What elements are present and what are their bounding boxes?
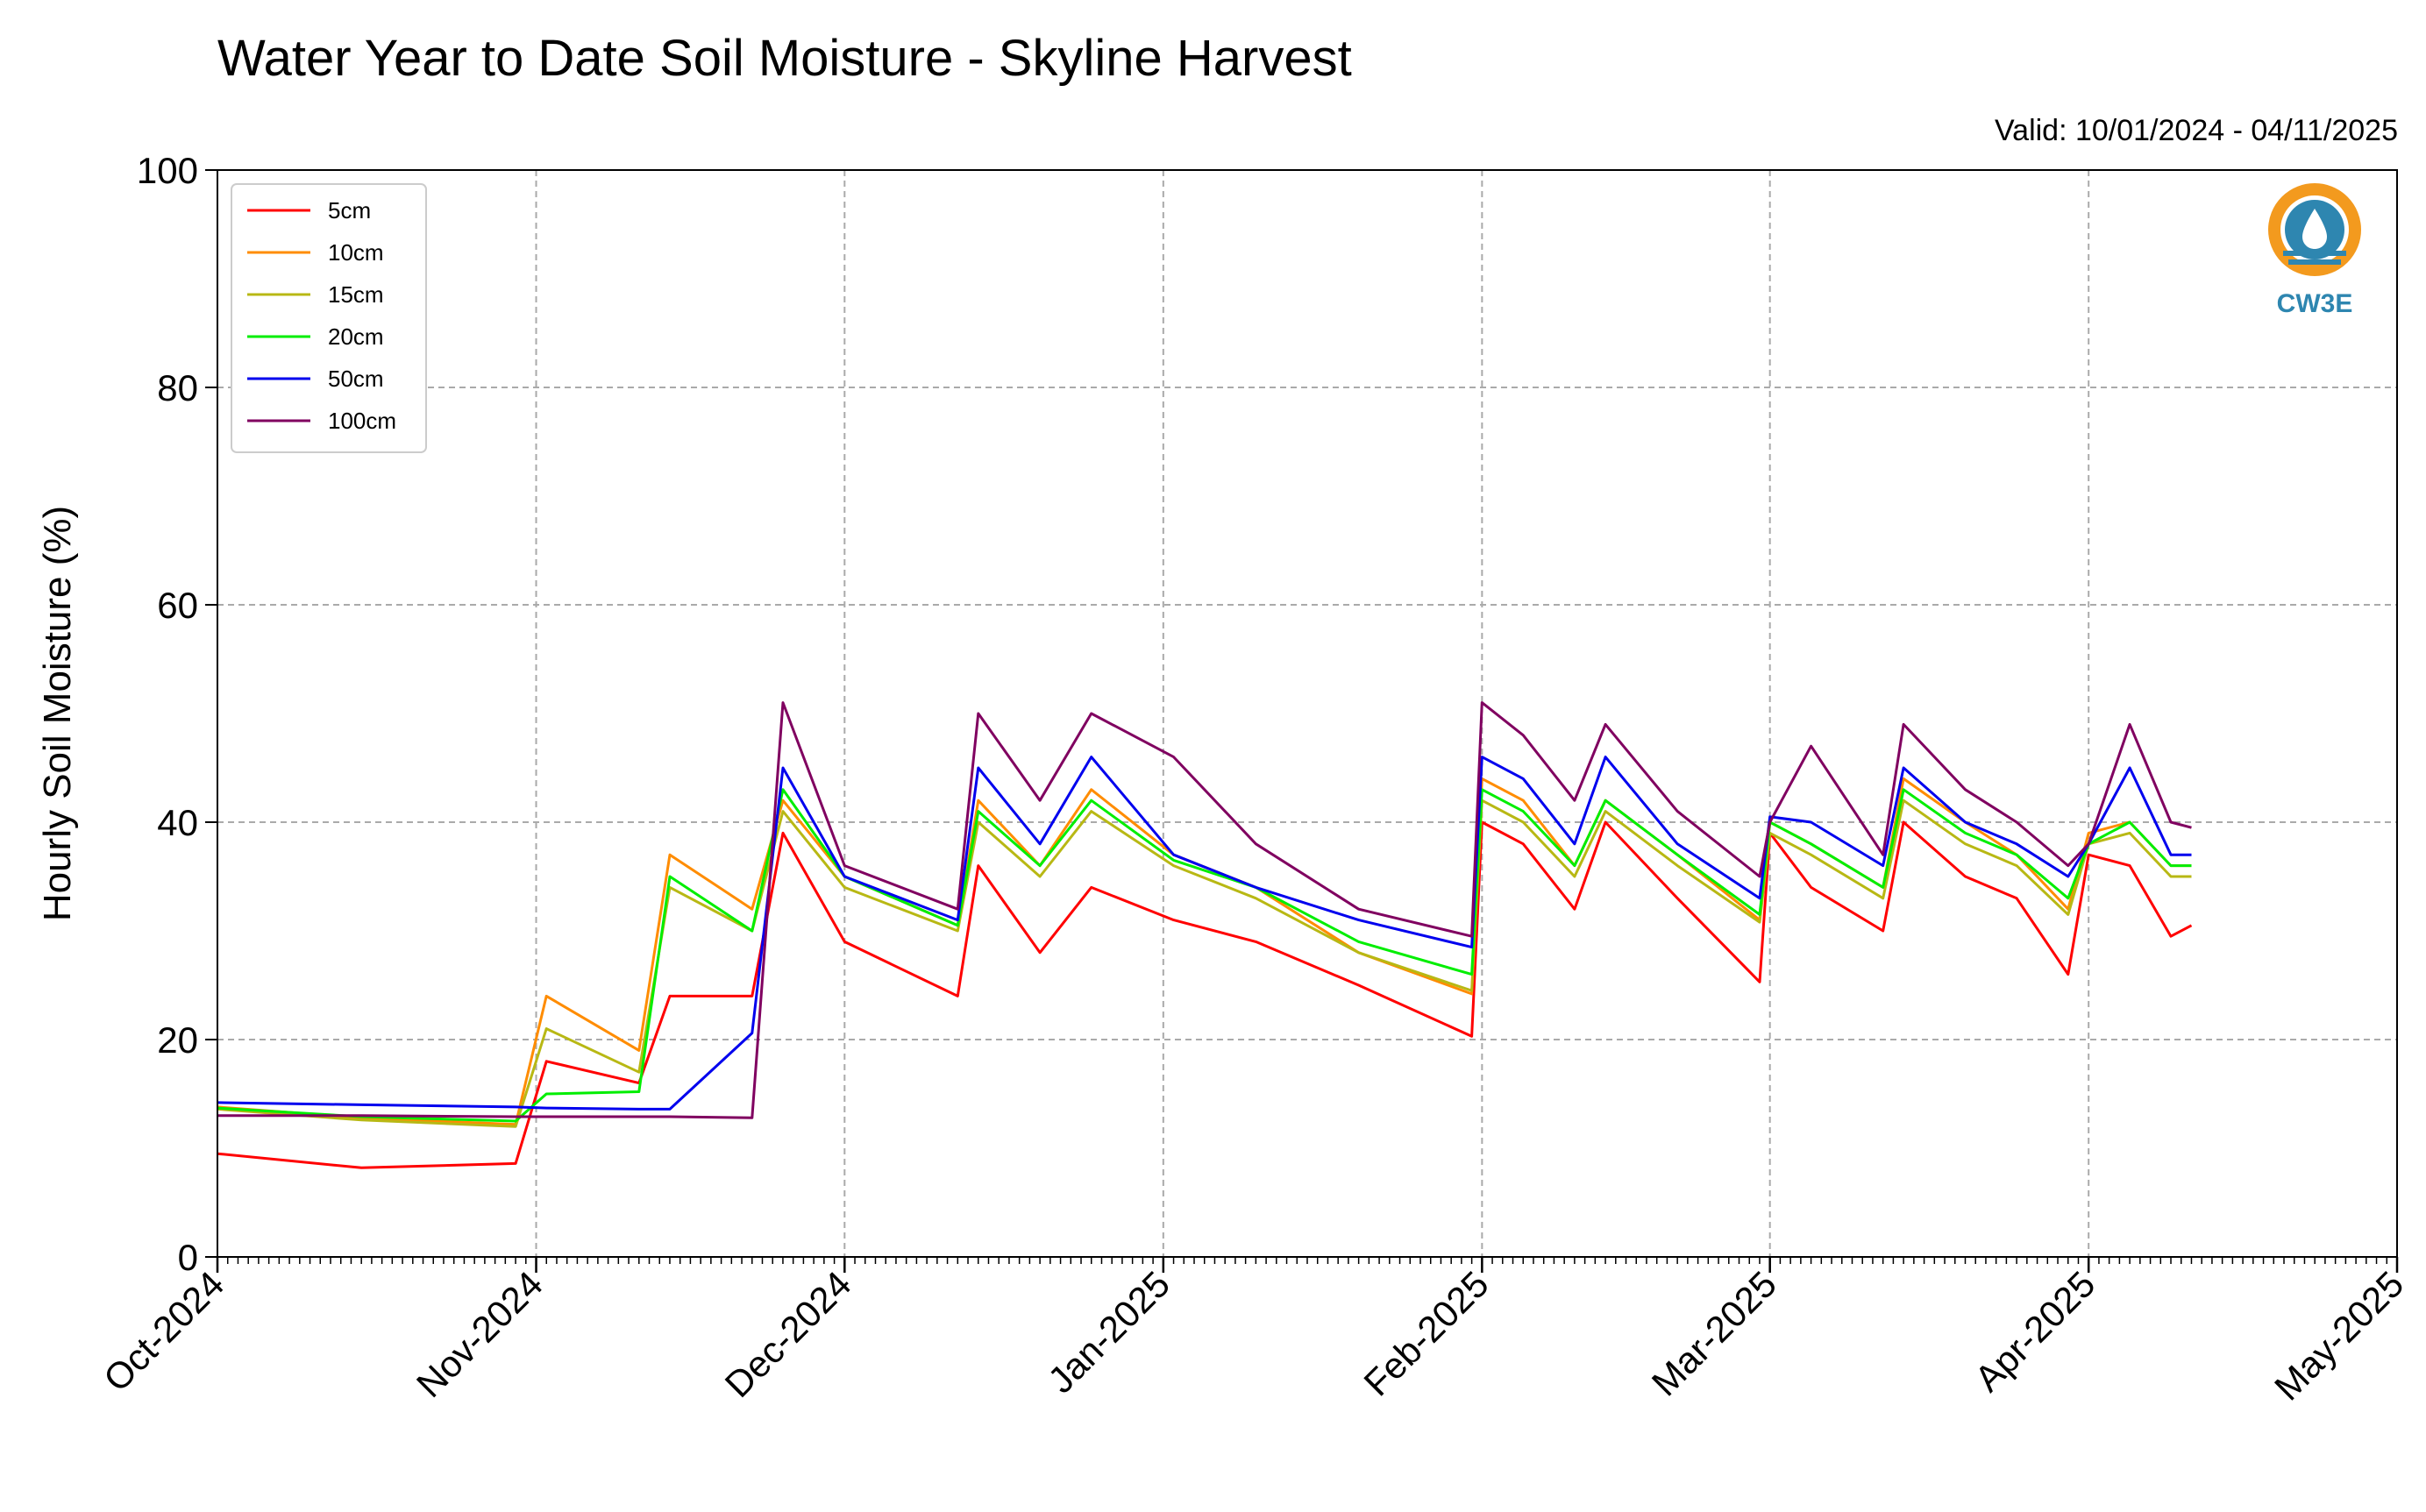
y-tick-label: 60 <box>157 585 198 626</box>
y-tick-label: 0 <box>178 1237 198 1278</box>
x-tick-label: Dec-2024 <box>717 1263 859 1405</box>
series-line-5cm <box>217 820 2193 1169</box>
water-drop-sun-icon <box>2268 183 2361 276</box>
legend: 5cm 10cm 15cm 20cm 50cm 100cm <box>231 183 427 453</box>
legend-label: 50cm <box>328 366 384 392</box>
y-tick-label: 20 <box>157 1019 198 1061</box>
cw3e-logo: CW3E <box>2268 183 2361 318</box>
legend-label: 100cm <box>328 408 396 434</box>
y-tick-label: 100 <box>137 150 198 191</box>
plot-lines <box>217 701 2193 1169</box>
series-line-15cm <box>217 799 2192 1128</box>
x-tick-label: Feb-2025 <box>1355 1263 1496 1403</box>
chart-title: Water Year to Date Soil Moisture - Skyli… <box>217 30 1352 87</box>
x-tick-label: Oct-2024 <box>96 1263 231 1399</box>
y-axis-label: Hourly Soil Moisture (%) <box>36 506 79 921</box>
x-tick-label: Nov-2024 <box>409 1263 551 1405</box>
x-axis: Oct-2024 Nov-2024 Dec-2024 Jan-2025 Feb-2025… <box>96 1257 2411 1408</box>
series-line-20cm <box>217 788 2192 1123</box>
logo-wave-1 <box>2283 251 2346 256</box>
chart-subtitle: Valid: 10/01/2024 - 04/11/2025 <box>1995 114 2398 147</box>
y-tick-label: 80 <box>157 367 198 408</box>
x-tick-label: May-2025 <box>2266 1263 2411 1408</box>
series-line-100cm <box>217 701 2192 1119</box>
legend-label: 20cm <box>328 323 384 350</box>
legend-label: 15cm <box>328 281 384 308</box>
y-axis: 0 20 40 60 80 100 <box>137 150 217 1278</box>
legend-label: 5cm <box>328 197 371 224</box>
series-line-50cm <box>217 756 2192 1111</box>
x-tick-label: Apr-2025 <box>1967 1263 2102 1399</box>
legend-label: 10cm <box>328 239 384 266</box>
plot-area-frame <box>217 169 2398 1258</box>
logo-text: CW3E <box>2277 289 2353 318</box>
y-tick-label: 40 <box>157 802 198 843</box>
gridlines <box>217 170 2397 1257</box>
x-tick-label: Jan-2025 <box>1040 1263 1177 1401</box>
logo-wave-2 <box>2288 259 2341 265</box>
x-tick-label: Mar-2025 <box>1644 1263 1784 1403</box>
logo-drop-shape <box>2302 209 2327 249</box>
